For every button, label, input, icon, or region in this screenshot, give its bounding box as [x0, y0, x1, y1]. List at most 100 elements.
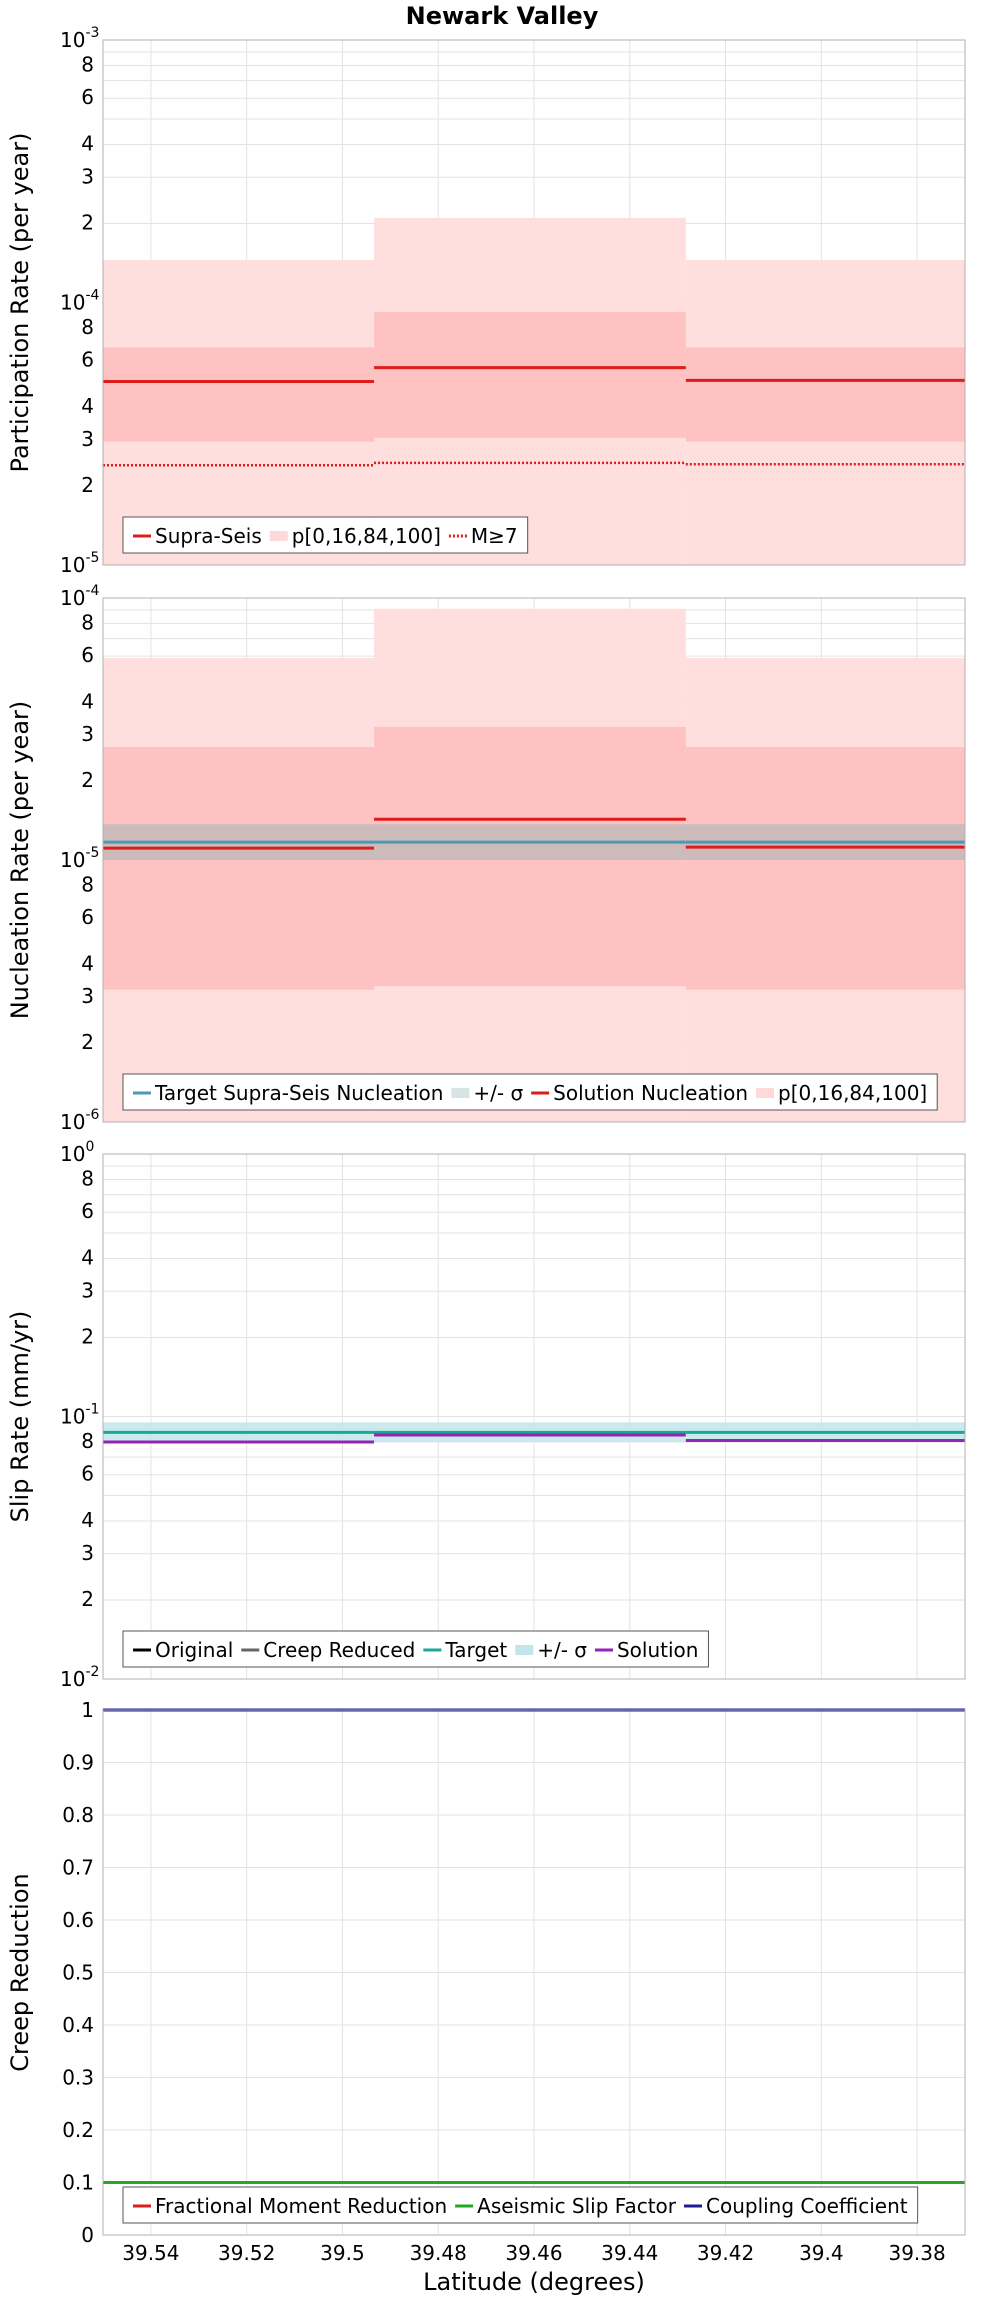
percentile-band-1-bin-2: [685, 746, 965, 990]
y-tick-label-minor: 8: [81, 610, 94, 634]
y-tick-label-minor: 3: [81, 984, 94, 1008]
y-tick-label-minor: 8: [81, 872, 94, 896]
y-tick-label-minor: 6: [81, 905, 94, 929]
y-tick-label-minor: 6: [81, 1462, 94, 1486]
legend-box: [122, 2186, 919, 2224]
legend-swatch-p-0-16-84-100-: [269, 531, 288, 541]
y-tick-label-minor: 4: [81, 689, 94, 713]
gridlines: [103, 1153, 965, 1680]
legend-item-supra-seis: Supra-Seis: [133, 524, 262, 548]
y-tick-label-major: 10-6: [60, 1107, 100, 1134]
y-tick-label: 0.7: [62, 1856, 94, 1880]
legend-item-m-7: M≥7: [448, 524, 518, 548]
y-tick-label-minor: 6: [81, 348, 94, 372]
x-tick-label: 39.5: [320, 2241, 365, 2265]
y-tick-label-minor: 3: [81, 1541, 94, 1565]
y-tick-label-minor: 8: [81, 315, 94, 339]
y-tick-label-minor: 2: [81, 1587, 94, 1611]
y-tick-label-minor: 4: [81, 131, 94, 155]
figure-title: Newark Valley: [406, 2, 599, 30]
y-tick-label-minor: 3: [81, 722, 94, 746]
y-axis-title: Creep Reduction: [6, 1873, 34, 2071]
plot-frame: [102, 597, 966, 1123]
y-tick-label-minor: 2: [81, 1030, 94, 1054]
legend-item-target-supra-seis-nucleation: Target Supra-Seis Nucleation: [133, 1081, 443, 1105]
y-tick-label: 0: [81, 2223, 94, 2247]
legend-swatch-p-0-16-84-100-: [756, 1088, 775, 1098]
legend-label-solution-nucleation: Solution Nucleation: [553, 1081, 748, 1105]
y-tick-label-minor: 6: [81, 1199, 94, 1223]
y-tick-label-minor: 2: [81, 210, 94, 234]
x-axis-title: Latitude (degrees): [423, 2268, 645, 2296]
x-tick-label: 39.52: [218, 2241, 275, 2265]
legend-label-p-0-16-84-100-: p[0,16,84,100]: [292, 524, 441, 548]
y-tick-label-major: 10-1: [60, 1402, 99, 1429]
legend: Target Supra-Seis Nucleation +/- σ Solutio…: [122, 1073, 938, 1111]
legend-label--: +/- σ: [537, 1638, 587, 1662]
x-tick-label: 39.46: [505, 2241, 562, 2265]
y-tick-label: 1: [81, 1698, 94, 1722]
legend-label-target-supra-seis-nucleation: Target Supra-Seis Nucleation: [154, 1081, 443, 1105]
gridlines: [103, 1709, 965, 2236]
legend-box: [122, 1073, 938, 1111]
legend: Original Creep Reduced Target +/- σ Solution: [122, 1630, 709, 1668]
y-tick-label: 0.2: [62, 2118, 94, 2142]
y-tick-label: 0.1: [62, 2171, 94, 2195]
y-axis-title: Nucleation Rate (per year): [6, 701, 34, 1020]
legend-label-m-7: M≥7: [471, 524, 518, 548]
panel-slip: 10-2 10-1 100 2 3 4 6 8 2 3 4 6 8 Slip Rate (mm/yr) Or…: [6, 1139, 966, 1691]
y-tick-label-minor: 4: [81, 1245, 94, 1269]
y-tick-label-minor: 8: [81, 1166, 94, 1190]
legend-item-solution: Solution: [594, 1638, 698, 1662]
x-tick-label: 39.54: [122, 2241, 179, 2265]
y-tick-label-minor: 6: [81, 643, 94, 667]
y-tick-label-minor: 4: [81, 951, 94, 975]
legend-label-supra-seis: Supra-Seis: [155, 524, 262, 548]
y-tick-label-minor: 2: [81, 768, 94, 792]
y-tick-labels: 10-5 10-4 10-3 2 3 4 6 8 2 3 4 6 8: [60, 25, 100, 577]
percentile-band-1-bin-2: [685, 347, 965, 442]
y-tick-label-minor: 4: [81, 394, 94, 418]
x-tick-label: 39.42: [697, 2241, 754, 2265]
legend-label-target: Target: [444, 1638, 507, 1662]
legend-item--: +/- σ: [451, 1081, 523, 1105]
percentile-band-1-bin-0: [103, 746, 375, 990]
panel-nucleation: 10-6 10-5 10-4 2 3 4 6 8 2 3 4 6 8 Nucleation Rate (p…: [6, 583, 966, 1134]
y-tick-label: 0.4: [62, 2013, 94, 2037]
y-tick-label-minor: 3: [81, 1278, 94, 1302]
y-tick-label-minor: 8: [81, 52, 94, 76]
y-tick-label: 0.9: [62, 1751, 94, 1775]
y-tick-labels: 0 0.1 0.2 0.3 0.4 0.5 0.6 0.7 0.8 0.9 1: [62, 1698, 94, 2247]
legend-item-solution-nucleation: Solution Nucleation: [531, 1081, 748, 1105]
y-tick-label-minor: 4: [81, 1508, 94, 1532]
panels: 10-5 10-4 10-3 2 3 4 6 8 2 3 4 6 8 Participation Rate…: [6, 25, 966, 2265]
x-tick-label: 39.48: [410, 2241, 467, 2265]
legend-item-creep-reduced: Creep Reduced: [241, 1638, 415, 1662]
plot-frame: [102, 39, 966, 566]
x-tick-label: 39.4: [799, 2241, 844, 2265]
legend-label-fractional-moment-reduction: Fractional Moment Reduction: [155, 2194, 447, 2218]
x-tick-label: 39.38: [888, 2241, 945, 2265]
y-tick-label-major: 10-5: [60, 550, 99, 577]
y-tick-label-minor: 6: [81, 85, 94, 109]
y-tick-label-major: 10-4: [60, 288, 100, 315]
y-tick-label-major: 10-2: [60, 1664, 99, 1691]
legend-item-p-0-16-84-100-: p[0,16,84,100]: [269, 524, 441, 548]
y-tick-label-major: 10-3: [60, 25, 99, 52]
y-tick-label-major: 10-4: [60, 583, 100, 610]
legend-item-coupling-coefficient: Coupling Coefficient: [684, 2194, 908, 2218]
percentile-band-1-bin-1: [374, 312, 686, 438]
legend-label-creep-reduced: Creep Reduced: [263, 1638, 415, 1662]
legend-label-original: Original: [155, 1638, 233, 1662]
plot-frame: [102, 1709, 966, 2236]
legend-label-coupling-coefficient: Coupling Coefficient: [706, 2194, 908, 2218]
legend-item-fractional-moment-reduction: Fractional Moment Reduction: [133, 2194, 447, 2218]
legend-swatch--: [515, 1645, 534, 1655]
legend-swatch--: [451, 1088, 470, 1098]
y-axis-title: Participation Rate (per year): [6, 133, 34, 473]
y-tick-label: 0.6: [62, 1908, 94, 1932]
legend-label-solution: Solution: [617, 1638, 698, 1662]
y-tick-labels: 10-2 10-1 100 2 3 4 6 8 2 3 4 6 8: [60, 1139, 99, 1691]
y-tick-label-minor: 2: [81, 1324, 94, 1348]
